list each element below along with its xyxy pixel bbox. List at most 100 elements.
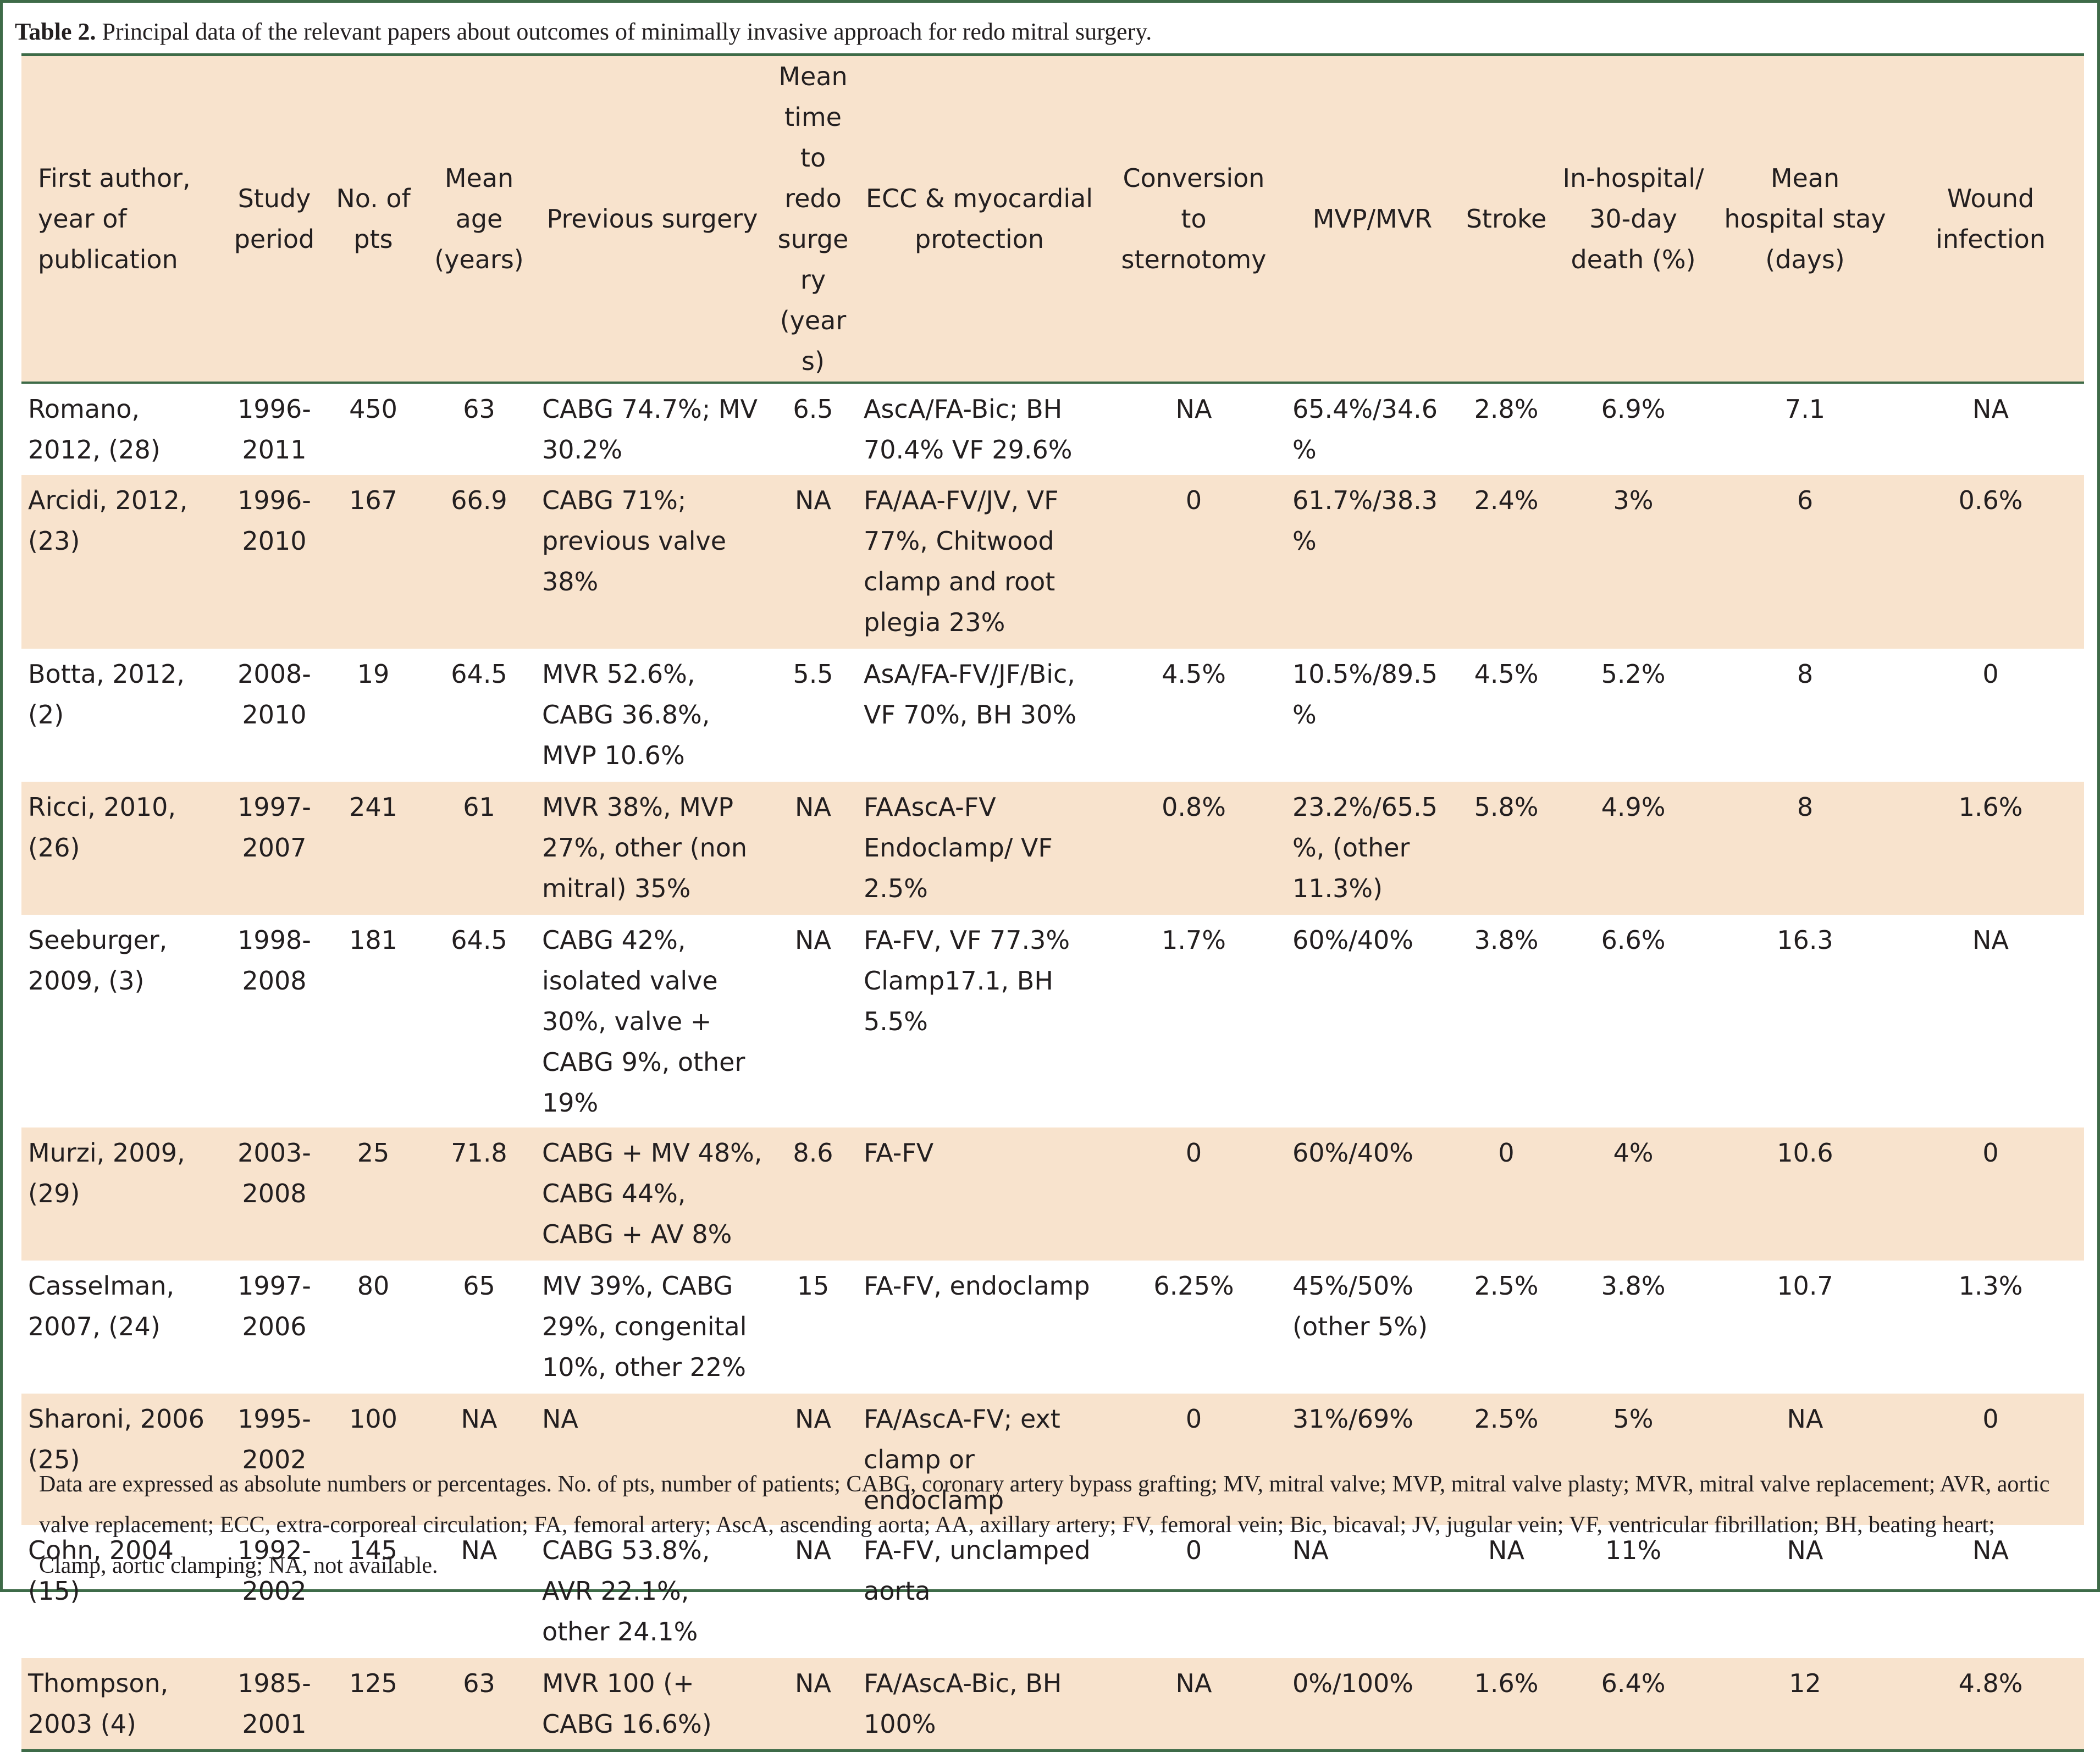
table-row: Thompson, 2003 (4) 1985-2001 125 63 MVR 100 … — [21, 1658, 2084, 1750]
cell-pts: 450 — [349, 394, 397, 424]
cell-ecc: FA/AA-FV/JV, VF 77%, Chitwood clamp and … — [857, 475, 1102, 649]
table-caption-text: Principal data of the relevant papers ab… — [96, 18, 1152, 45]
cell-ecc: AsA/FA-FV/JF/Bic, VF 70%, BH 30% — [864, 659, 1077, 729]
table-row: Sharoni, 2006 (25) 1995-2002 100 NA NA NA FA/A… — [21, 1394, 2084, 1525]
cell-wound: NA — [1972, 925, 2009, 955]
cell-author: Arcidi, 2012, (23) — [21, 475, 225, 649]
cell-pts: 19 — [357, 659, 390, 689]
cell-wound: NA — [1972, 394, 2009, 424]
cell-wound: 1.6% — [1897, 782, 2084, 915]
cell-period: 1996-2010 — [225, 475, 324, 649]
cell-conversion: 1.7% — [1162, 925, 1226, 955]
cell-age: 65 — [463, 1271, 495, 1301]
table-caption: Table 2. Principal data of the relevant … — [15, 15, 2085, 49]
cell-wound: 0 — [1982, 659, 1999, 689]
cell-time: NA — [795, 925, 831, 955]
cell-mvp-mvr: 31%/69% — [1286, 1394, 1459, 1525]
cell-stay: NA — [1713, 1394, 1897, 1525]
cell-pts: 167 — [324, 475, 423, 649]
cell-stroke: 5.8% — [1459, 782, 1554, 915]
cell-period: 1992-2002 — [237, 1535, 311, 1606]
cell-age: 64.5 — [451, 659, 507, 689]
cell-period: 1998-2008 — [237, 925, 311, 996]
cell-time: NA — [769, 1658, 857, 1750]
cell-stay: 8 — [1797, 659, 1814, 689]
cell-time: NA — [769, 475, 857, 649]
cell-mvp-mvr: 23.2%/65.5%, (other 11.3%) — [1286, 782, 1459, 915]
cell-time: 8.6 — [769, 1128, 857, 1261]
cell-death: 4% — [1554, 1128, 1713, 1261]
cell-stroke: 3.8% — [1474, 925, 1539, 955]
column-header: Mean hospital stay (days) — [1713, 54, 1897, 384]
cell-wound: 1.3% — [1958, 1271, 2023, 1301]
column-header: Previous surgery — [535, 54, 769, 384]
cell-period: 2003-2008 — [225, 1128, 324, 1261]
cell-stroke: 0 — [1459, 1128, 1554, 1261]
data-table: First author, year of publication Study … — [21, 53, 2084, 1752]
cell-stroke: 1.6% — [1459, 1658, 1554, 1750]
cell-conversion: 0 — [1102, 1394, 1286, 1525]
cell-conversion: 0.8% — [1102, 782, 1286, 915]
cell-age: 66.9 — [423, 475, 535, 649]
cell-author: Murzi, 2009, (29) — [21, 1128, 225, 1261]
cell-stay: 10.6 — [1713, 1128, 1897, 1261]
cell-stroke: NA — [1488, 1535, 1524, 1565]
cell-wound: NA — [1972, 1535, 2009, 1565]
cell-author: Casselman, 2007, (24) — [28, 1271, 175, 1341]
cell-ecc: AscA/FA-Bic; BH 70.4% VF 29.6% — [864, 394, 1073, 465]
cell-author: Romano, 2012, (28) — [28, 394, 161, 465]
cell-time: NA — [795, 1535, 831, 1565]
cell-conversion: 0 — [1102, 475, 1286, 649]
cell-wound: 0 — [1897, 1128, 2084, 1261]
cell-ecc: FA-FV, VF 77.3% Clamp17.1, BH 5.5% — [864, 925, 1070, 1036]
cell-death: 5.2% — [1601, 659, 1666, 689]
column-header: Study period — [225, 54, 324, 384]
cell-previous: CABG + MV 48%, CABG 44%, CABG + AV 8% — [535, 1128, 769, 1261]
column-header: In-hospital/ 30-day death (%) — [1554, 54, 1713, 384]
cell-previous: NA — [535, 1394, 769, 1525]
cell-mvp-mvr: 45%/50% (other 5%) — [1292, 1271, 1428, 1341]
table-row: Arcidi, 2012, (23) 1996-2010 167 66.9 CABG 7… — [21, 475, 2084, 649]
cell-stay: 8 — [1713, 782, 1897, 915]
cell-mvp-mvr: 10.5%/89.5% — [1292, 659, 1438, 729]
cell-death: 6.9% — [1601, 394, 1666, 424]
cell-stay: 10.7 — [1777, 1271, 1833, 1301]
cell-mvp-mvr: NA — [1292, 1535, 1329, 1565]
cell-age: 63 — [423, 1658, 535, 1750]
table-row: Ricci, 2010, (26) 1997-2007 241 61 MVR 38%, … — [21, 782, 2084, 915]
cell-stay: 6 — [1713, 475, 1897, 649]
column-header: ECC & myocardial protection — [857, 54, 1102, 384]
column-header: Wound infection — [1897, 54, 2084, 384]
cell-author: Sharoni, 2006 (25) — [21, 1394, 225, 1525]
cell-wound: 0 — [1897, 1394, 2084, 1525]
cell-death: 6.6% — [1601, 925, 1666, 955]
cell-author: Seeburger, 2009, (3) — [28, 925, 168, 996]
cell-mvp-mvr: 65.4%/34.6% — [1292, 394, 1438, 465]
cell-death: 11% — [1605, 1535, 1662, 1565]
cell-previous: CABG 42%, isolated valve 30%, valve + CA… — [542, 925, 745, 1118]
cell-age: NA — [461, 1535, 498, 1565]
cell-previous: MVR 38%, MVP 27%, other (non mitral) 35% — [535, 782, 769, 915]
cell-previous: MVR 52.6%, CABG 36.8%, MVP 10.6% — [542, 659, 710, 770]
cell-previous: CABG 71%; previous valve 38% — [535, 475, 769, 649]
cell-mvp-mvr: 61.7%/38.3% — [1286, 475, 1459, 649]
header-row: First author, year of publication Study … — [21, 54, 2084, 384]
cell-previous: CABG 74.7%; MV 30.2% — [542, 394, 758, 465]
cell-conversion: 4.5% — [1162, 659, 1226, 689]
table-footnote: Data are expressed as absolute numbers o… — [39, 1472, 2050, 1578]
cell-ecc: FAAscA-FV Endoclamp/ VF 2.5% — [857, 782, 1102, 915]
table-row: Murzi, 2009, (29) 2003-2008 25 71.8 CABG + M… — [21, 1128, 2084, 1261]
column-header: Conversion to sternotomy — [1102, 54, 1286, 384]
table-body: Romano, 2012, (28) 1996-2011 450 63 CABG 74.… — [21, 383, 2084, 1750]
column-header: First author, year of publication — [21, 54, 225, 384]
column-header: Mean age (years) — [423, 54, 535, 384]
cell-death: 5% — [1554, 1394, 1713, 1525]
cell-age: NA — [423, 1394, 535, 1525]
cell-stay: 12 — [1713, 1658, 1897, 1750]
cell-pts: 145 — [349, 1535, 397, 1565]
cell-author: Thompson, 2003 (4) — [21, 1658, 225, 1750]
cell-pts: 25 — [324, 1128, 423, 1261]
column-header: No. of pts — [324, 54, 423, 384]
cell-previous: MV 39%, CABG 29%, congenital 10%, other … — [542, 1271, 747, 1382]
